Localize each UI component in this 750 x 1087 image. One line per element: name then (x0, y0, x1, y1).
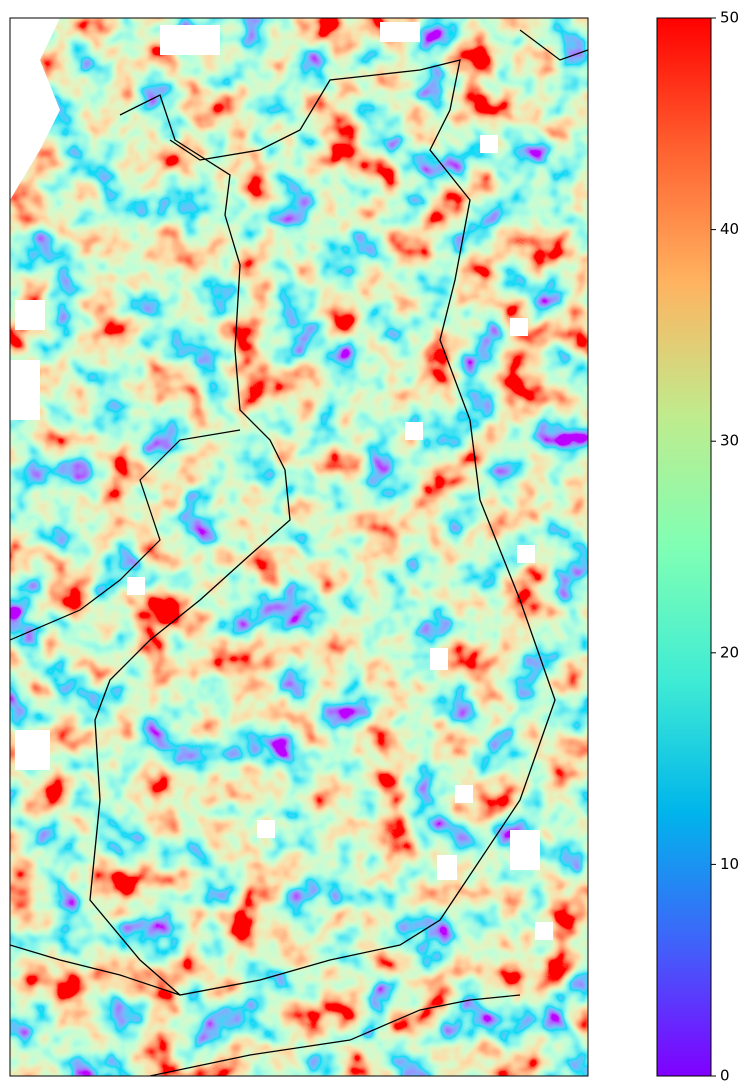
no-data (10, 18, 60, 200)
colorbar-tick-label: 40 (720, 220, 739, 238)
colorbar (656, 17, 712, 1077)
colorbar-tick-label: 10 (720, 855, 739, 873)
colorbar-tick-label: 30 (720, 432, 739, 450)
value-field (10, 18, 588, 1076)
no-data-cells (10, 22, 553, 940)
colorbar-tick-label: 0 (720, 1067, 730, 1085)
map-area (10, 18, 588, 1076)
coastline (10, 944, 181, 996)
coastline (519, 29, 588, 61)
coastline (149, 994, 521, 1076)
map-frame (9, 17, 589, 1077)
colorbar-tick-label: 20 (720, 643, 739, 661)
coastline (10, 429, 241, 641)
colorbar-tick-label: 50 (720, 9, 739, 27)
country-border (89, 59, 556, 996)
